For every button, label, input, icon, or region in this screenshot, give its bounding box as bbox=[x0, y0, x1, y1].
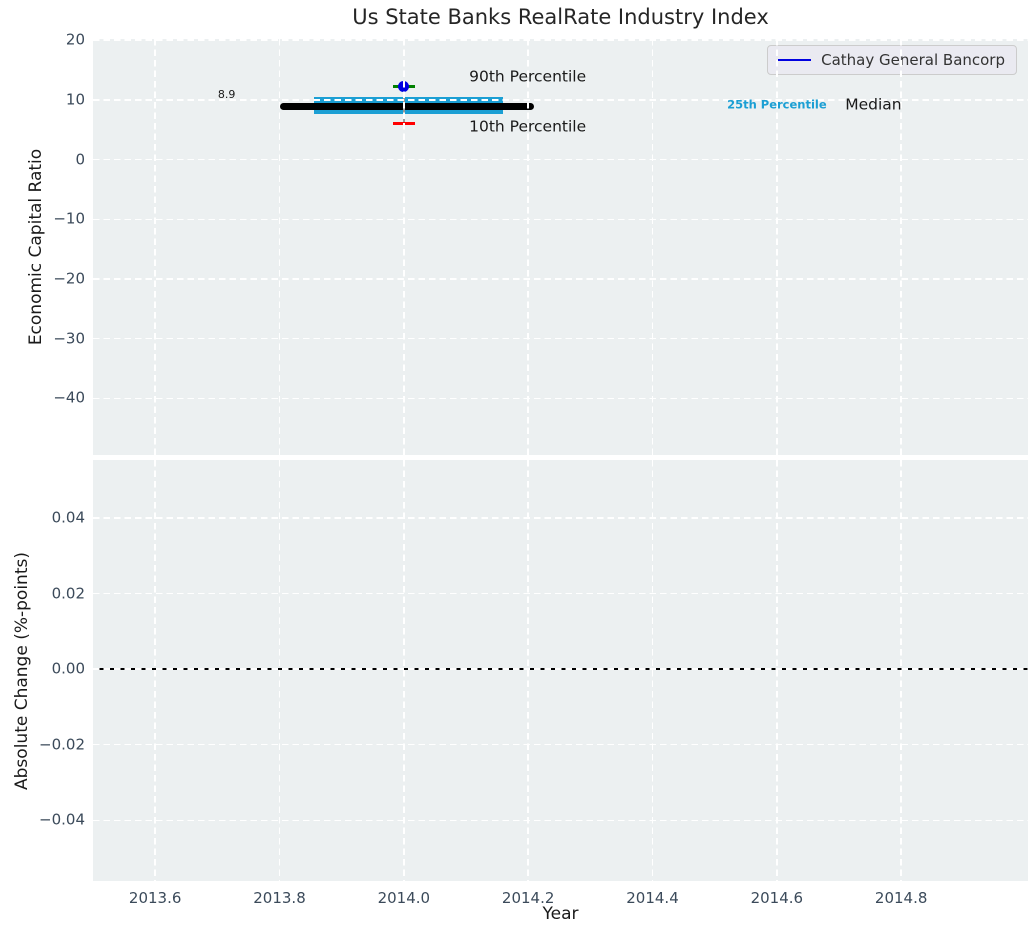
y-tick-label: −30 bbox=[53, 329, 85, 348]
x-tick-label: 2014.6 bbox=[750, 889, 804, 907]
gridline bbox=[527, 39, 529, 455]
y-tick-label: −0.04 bbox=[39, 810, 85, 829]
y-tick-label: 0.00 bbox=[51, 659, 85, 678]
gridline bbox=[900, 460, 902, 881]
x-tick-label: 2014.2 bbox=[501, 889, 555, 907]
gridline bbox=[93, 158, 1028, 161]
x-tick-label: 2013.8 bbox=[253, 889, 306, 907]
x-tick-label: 2014.8 bbox=[874, 889, 928, 907]
gridline bbox=[651, 460, 654, 881]
x-tick-label: 2013.6 bbox=[128, 889, 182, 907]
y-tick-label: −40 bbox=[53, 388, 85, 407]
gridline bbox=[93, 668, 1028, 670]
gridline bbox=[527, 460, 529, 881]
median-value-label: 8.9 bbox=[217, 87, 236, 101]
bottom-y-axis-label: Absolute Change (%-points) bbox=[12, 551, 32, 790]
y-tick-label: −10 bbox=[53, 209, 85, 228]
p25-label: 25th Percentile bbox=[727, 97, 827, 112]
median-line bbox=[279, 102, 535, 110]
y-tick-label: 0.04 bbox=[51, 508, 85, 527]
economic-capital-ratio-plot: Economic Capital Ratio Cathay General Ba… bbox=[26, 31, 1028, 455]
y-tick-label: −0.02 bbox=[39, 735, 85, 754]
gridline bbox=[154, 39, 156, 455]
gridline bbox=[93, 278, 1028, 280]
gridline bbox=[900, 39, 902, 455]
y-tick-label: 10 bbox=[65, 90, 85, 109]
p90-label: 90th Percentile bbox=[469, 67, 587, 86]
gridline bbox=[403, 39, 405, 455]
x-tick-label: 2014.4 bbox=[626, 889, 679, 907]
y-tick-label: −20 bbox=[53, 269, 85, 288]
gridline bbox=[154, 460, 156, 881]
gridline bbox=[93, 517, 1028, 519]
gridline bbox=[93, 397, 1028, 399]
absolute-change-plot: Absolute Change (%-points) Year 0.04 0.02… bbox=[12, 460, 1028, 924]
gridline bbox=[278, 39, 281, 455]
gridline bbox=[93, 743, 1028, 746]
gridline bbox=[403, 460, 405, 881]
gridline bbox=[93, 819, 1028, 821]
legend: Cathay General Bancorp bbox=[767, 45, 1017, 75]
gridline bbox=[776, 39, 778, 455]
chart-title: Us State Banks RealRate Industry Index bbox=[352, 5, 769, 29]
x-axis-label: Year bbox=[542, 904, 579, 924]
p10-label: 10th Percentile bbox=[469, 117, 587, 136]
gridline bbox=[93, 218, 1028, 220]
gridline bbox=[93, 592, 1028, 595]
legend-label: Cathay General Bancorp bbox=[821, 51, 1005, 69]
y-tick-label: 20 bbox=[65, 30, 85, 49]
y-tick-label: 0 bbox=[75, 150, 85, 169]
gridline bbox=[776, 460, 778, 881]
gridline bbox=[93, 39, 1028, 41]
x-tick-label: 2014.0 bbox=[377, 889, 431, 907]
y-tick-label: 0.02 bbox=[51, 584, 85, 603]
gridline bbox=[651, 39, 654, 455]
legend-line-sample bbox=[778, 58, 812, 62]
gridline bbox=[93, 99, 1028, 101]
median-label: Median bbox=[845, 95, 902, 114]
gridline bbox=[278, 460, 281, 881]
top-y-axis-label: Economic Capital Ratio bbox=[26, 148, 46, 346]
gridline bbox=[93, 337, 1028, 340]
